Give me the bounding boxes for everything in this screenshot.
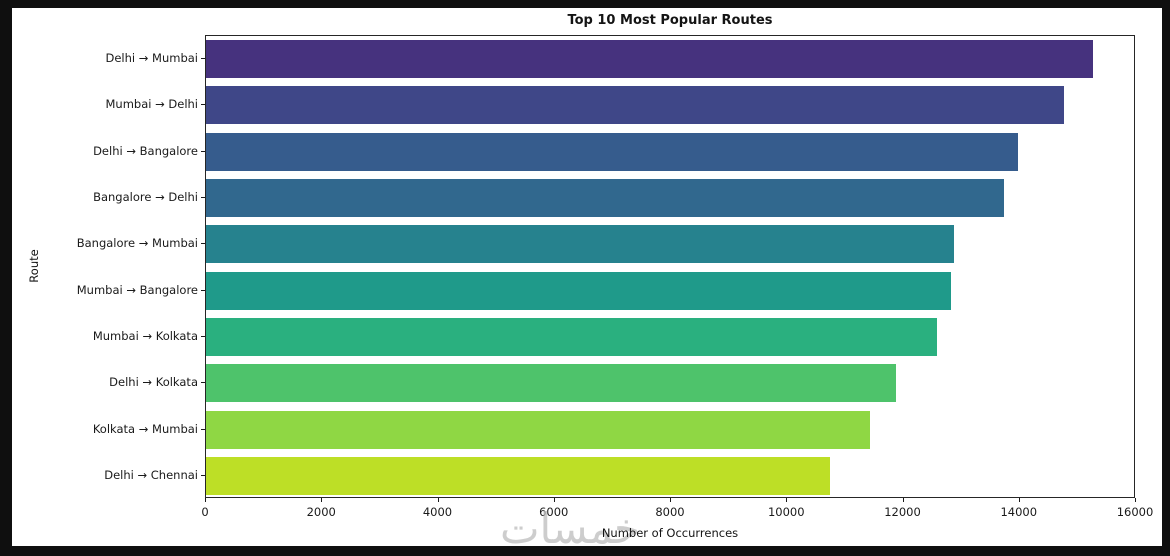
bar-6 xyxy=(206,271,952,310)
x-tick-label: 8000 xyxy=(655,505,685,519)
y-tick-label: Mumbai → Delhi xyxy=(105,97,198,112)
x-tick-mark xyxy=(321,498,322,502)
bar-4 xyxy=(206,179,1004,218)
x-tick-mark xyxy=(438,498,439,502)
x-tick-label: 16000 xyxy=(1116,505,1154,519)
bar-5 xyxy=(206,225,955,264)
x-axis-label: Number of Occurrences xyxy=(601,526,739,540)
bar-2 xyxy=(206,86,1065,125)
x-tick-label: 2000 xyxy=(306,505,336,519)
x-tick-mark xyxy=(554,498,555,502)
y-tick-label: Delhi → Kolkata xyxy=(109,375,198,390)
y-tick-label: Kolkata → Mumbai xyxy=(92,421,198,436)
x-tick-mark xyxy=(670,498,671,502)
x-tick-mark xyxy=(205,498,206,502)
x-tick-label: 14000 xyxy=(1000,505,1038,519)
y-tick-label: Delhi → Bangalore xyxy=(93,143,198,158)
x-tick-label: 10000 xyxy=(767,505,805,519)
x-tick-mark xyxy=(903,498,904,502)
watermark-text: خمسات xyxy=(499,504,641,546)
chart-title: Top 10 Most Popular Routes xyxy=(567,13,773,28)
x-tick-mark xyxy=(1135,498,1136,502)
y-tick-label: Bangalore → Mumbai xyxy=(76,236,198,251)
x-tick-mark xyxy=(786,498,787,502)
bar-9 xyxy=(206,410,871,449)
bar-10 xyxy=(206,456,830,495)
bar-1 xyxy=(206,40,1094,79)
y-tick-label: Mumbai → Bangalore xyxy=(76,282,198,297)
bar-3 xyxy=(206,132,1018,171)
y-tick-label: Bangalore → Delhi xyxy=(93,190,198,205)
bar-8 xyxy=(206,364,897,403)
plot-area xyxy=(205,35,1135,498)
x-tick-mark xyxy=(1019,498,1020,502)
x-tick-label: 0 xyxy=(201,505,209,519)
chart-figure: Top 10 Most Popular Routes Route Delhi →… xyxy=(12,8,1162,546)
y-tick-label: Delhi → Chennai xyxy=(104,467,198,482)
y-tick-label: Delhi → Mumbai xyxy=(105,51,198,66)
x-tick-label: 4000 xyxy=(422,505,453,519)
y-tick-label: Mumbai → Kolkata xyxy=(92,328,198,343)
x-tick-label: 12000 xyxy=(884,505,921,519)
bar-7 xyxy=(206,317,937,356)
y-axis-label: Route xyxy=(27,249,41,283)
